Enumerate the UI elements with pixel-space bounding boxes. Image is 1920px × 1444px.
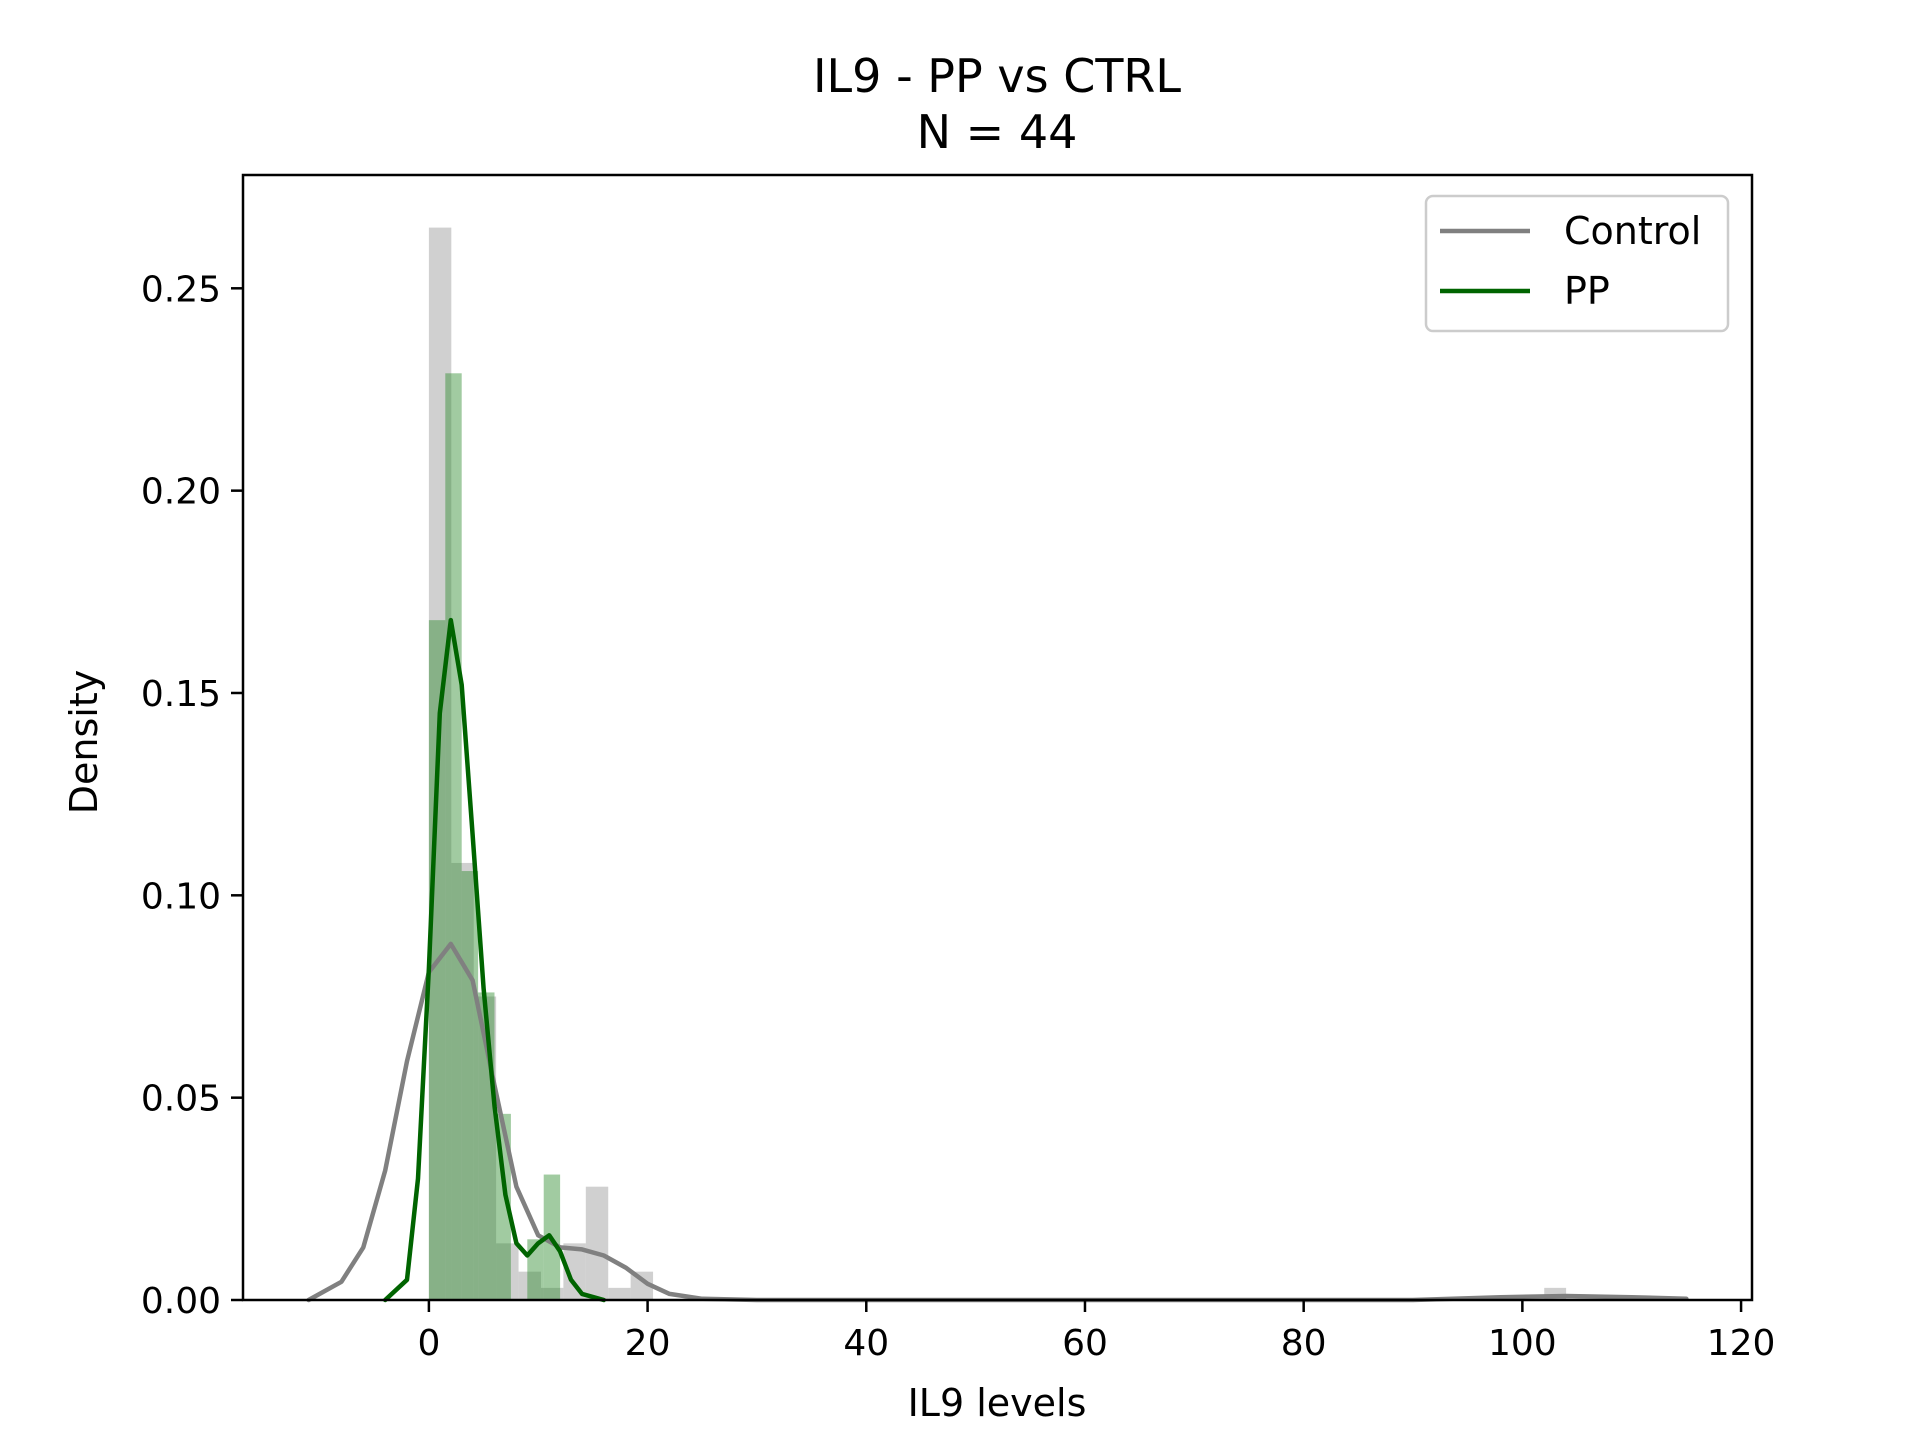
y-tick-label: 0.10 (141, 876, 221, 917)
hist-bar-control-0 (428, 227, 452, 1300)
axes-layer: 0 20 40 60 80 100 120 0.00 0.05 0.10 0.15 0.20 0.25 (141, 173, 1776, 1364)
hist-bar-pp-2 (461, 871, 479, 1300)
chart-title: IL9 - PP vs CTRL (813, 49, 1181, 103)
y-tick-label: 0.05 (141, 1079, 221, 1120)
x-tick-label: 0 (417, 1323, 440, 1364)
legend: Control PP (1424, 194, 1730, 333)
hist-bar-control-3 (496, 1243, 519, 1300)
hist-bar-control-5 (540, 1287, 564, 1300)
hist-bar-pp-1 (445, 373, 462, 1300)
plot-frame (241, 173, 1754, 1302)
x-tick-label: 40 (843, 1323, 889, 1364)
hist-bar-control-7 (585, 1186, 609, 1300)
chart-subtitle: N = 44 (917, 105, 1078, 159)
x-tick-label: 100 (1488, 1323, 1557, 1364)
y-tick-label: 0.25 (141, 269, 221, 310)
x-tick-label: 20 (625, 1323, 671, 1364)
legend-label-control: Control (1564, 209, 1701, 253)
kde-line-pp (382, 617, 607, 1303)
y-axis-label: Density (62, 670, 106, 814)
hist-bar-pp-4 (494, 1113, 511, 1300)
y-tick-label: 0.15 (141, 674, 221, 715)
x-tick-label: 60 (1062, 1323, 1108, 1364)
hist-bar-control-6 (563, 1243, 586, 1300)
hist-bar-pp-6 (527, 1239, 544, 1300)
x-axis-label: IL9 levels (908, 1381, 1087, 1425)
x-tick-label: 80 (1281, 1323, 1327, 1364)
y-tick-label: 0.00 (141, 1281, 221, 1322)
hist-bar-control-9 (630, 1271, 654, 1300)
hist-bar-control-4 (518, 1271, 541, 1300)
x-tick-label: 120 (1707, 1323, 1776, 1364)
y-tick-label: 0.20 (141, 472, 221, 513)
histogram-layer (428, 227, 1567, 1300)
hist-bar-control-8 (608, 1287, 631, 1300)
kde-layer (306, 617, 1689, 1303)
legend-label-pp: PP (1564, 269, 1610, 313)
